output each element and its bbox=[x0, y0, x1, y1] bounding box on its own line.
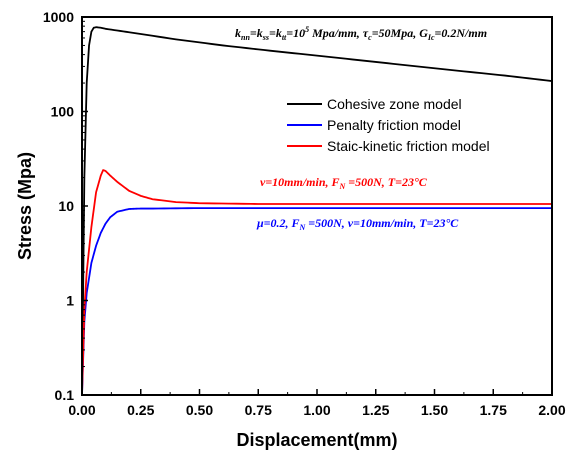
y-tick-label: 1 bbox=[66, 293, 74, 309]
y-tick-label: 1000 bbox=[43, 9, 74, 25]
annotation-cohesive-params: knn=kss=ktt=105 Mpa/mm, τc=50Mpa, GIc=0.… bbox=[235, 25, 487, 42]
series-line-static-kinetic bbox=[82, 169, 552, 395]
series-line-cohesive bbox=[82, 26, 552, 395]
legend-label-penalty: Penalty friction model bbox=[327, 117, 461, 133]
x-tick-label: 0.50 bbox=[186, 402, 213, 418]
x-tick-label: 0.00 bbox=[68, 402, 95, 418]
y-tick-label: 0.1 bbox=[55, 387, 75, 403]
x-tick-label: 0.25 bbox=[127, 402, 154, 418]
x-tick-label: 1.25 bbox=[362, 402, 389, 418]
y-tick-label: 10 bbox=[58, 198, 74, 214]
legend-label-cohesive: Cohesive zone model bbox=[327, 96, 462, 112]
x-tick-label: 1.50 bbox=[421, 402, 448, 418]
x-tick-label: 2.00 bbox=[538, 402, 565, 418]
annotation-penalty-params: μ=0.2, FN =500N, v=10mm/min, T=23°C bbox=[256, 216, 459, 232]
legend-label-static-kinetic: Staic-kinetic friction model bbox=[327, 138, 490, 154]
y-axis-title: Stress (Mpa) bbox=[15, 152, 35, 260]
x-tick-label: 1.75 bbox=[480, 402, 507, 418]
y-tick-label: 100 bbox=[51, 104, 75, 120]
x-tick-label: 1.00 bbox=[303, 402, 330, 418]
annotation-static-kinetic-params: v=10mm/min, FN =500N, T=23°C bbox=[260, 175, 428, 191]
legend: Cohesive zone model Penalty friction mod… bbox=[287, 96, 490, 154]
x-tick-label: 0.75 bbox=[245, 402, 272, 418]
series-line-penalty bbox=[82, 207, 552, 395]
x-axis-title: Displacement(mm) bbox=[236, 430, 397, 450]
